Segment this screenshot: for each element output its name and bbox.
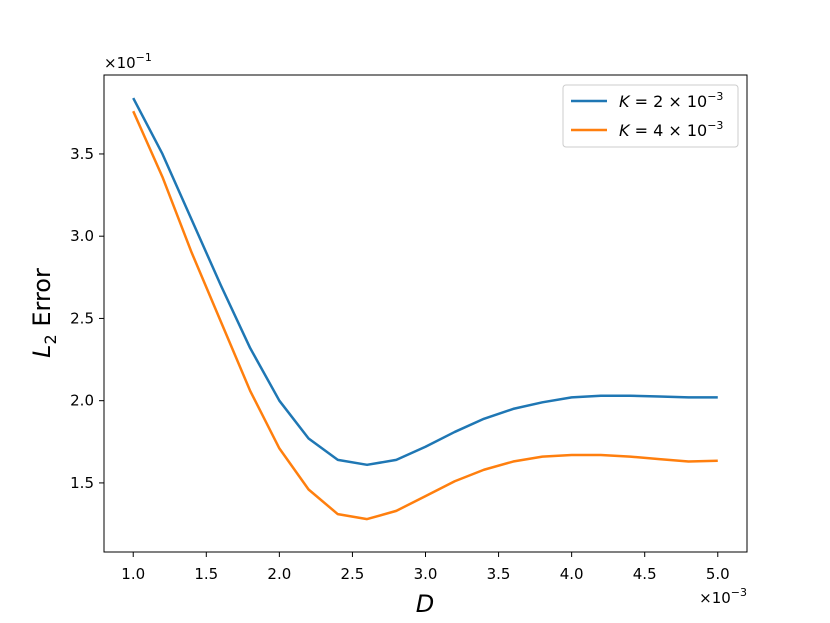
x-tick-label: 4.5 — [633, 565, 657, 583]
y-tick-label: 3.0 — [70, 227, 94, 245]
y-tick-label: 3.5 — [70, 145, 94, 163]
series-line-k2 — [132, 97, 718, 467]
y-tick-label: 2.5 — [70, 309, 94, 327]
y-axis-label-main: L — [28, 344, 56, 357]
x-tick-label: 3.0 — [414, 565, 438, 583]
series-line-k4 — [132, 110, 718, 521]
x-tick-label: 5.0 — [706, 565, 730, 583]
x-tick-label: 3.5 — [487, 565, 511, 583]
x-tick-label: 2.5 — [341, 565, 365, 583]
y-axis-label-rest: Error — [28, 268, 56, 334]
y-tick-label: 2.0 — [70, 392, 94, 410]
x-axis-multiplier: ×10−3 — [699, 586, 747, 607]
axis-layer: 1.0 1.5 2.0 2.5 3.0 3.5 4.0 4.5 5.0 1.5 2.0 2.5 3.0 3… — [70, 145, 730, 583]
x-axis-label: D — [416, 590, 434, 618]
x-tick-label: 2.0 — [267, 565, 291, 583]
x-tick-label: 1.0 — [121, 565, 145, 583]
y-tick-label: 1.5 — [70, 474, 94, 492]
legend-label-k2: K = 2 × 10−3 — [619, 90, 723, 111]
legend: K = 2 × 10−3 K = 4 × 10−3 — [562, 84, 739, 148]
y-axis-multiplier: ×10−1 — [104, 51, 152, 72]
x-tick-label: 4.0 — [560, 565, 584, 583]
legend-label-k4: K = 4 × 10−3 — [619, 119, 723, 140]
series-layer — [132, 97, 718, 521]
x-tick-label: 1.5 — [194, 565, 218, 583]
y-axis-label: L2 Error — [28, 268, 60, 358]
y-axis-label-sub: 2 — [41, 334, 60, 344]
